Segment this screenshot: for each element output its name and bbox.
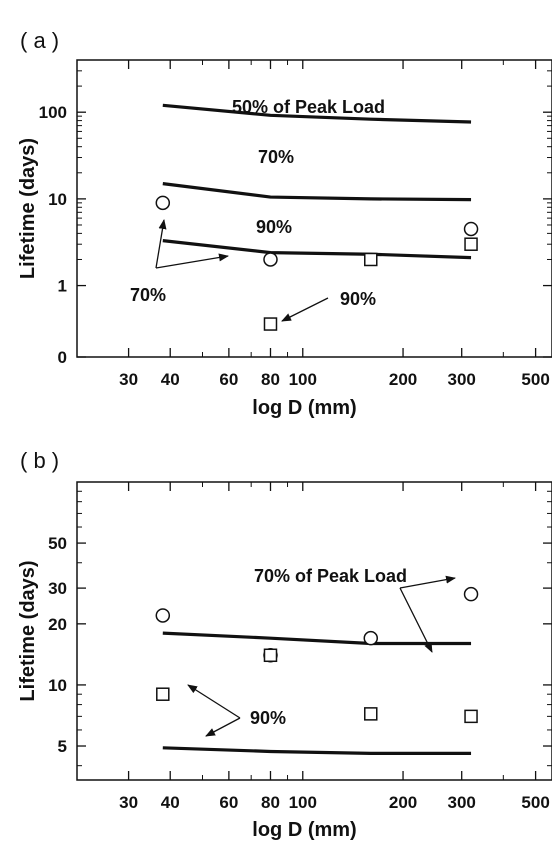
x-tick-label: 40 xyxy=(161,793,180,812)
square-marker xyxy=(464,237,478,251)
plot-frame xyxy=(76,59,552,358)
y-tick-label: 20 xyxy=(48,615,67,634)
x-axis-title: log D (mm) xyxy=(252,819,356,841)
square-marker xyxy=(364,252,378,267)
annotation-arrow xyxy=(155,219,167,269)
annotation-label: 90% xyxy=(340,289,376,309)
x-tick-label: 80 xyxy=(261,793,280,812)
y-tick-label: 50 xyxy=(48,534,67,553)
series-line xyxy=(162,103,472,124)
x-tick-label: 500 xyxy=(521,370,549,389)
y-tick-label: 30 xyxy=(48,579,67,598)
y-axis-title: Lifetime (days) xyxy=(17,138,39,279)
x-tick-label: 30 xyxy=(119,793,138,812)
panel-label: ( b ) xyxy=(20,448,59,473)
y-tick-label: 10 xyxy=(48,676,67,695)
circle-marker xyxy=(155,195,171,211)
circle-marker xyxy=(263,252,278,267)
annotation-arrow xyxy=(205,717,241,737)
x-tick-label: 200 xyxy=(389,370,417,389)
x-axis-title: log D (mm) xyxy=(252,397,356,419)
series-line xyxy=(162,631,472,646)
x-tick-label: 80 xyxy=(261,370,280,389)
y-tick-label: 0 xyxy=(58,348,67,367)
circle-marker xyxy=(463,586,479,602)
annotation-label: 90% xyxy=(256,217,292,237)
square-marker xyxy=(263,648,278,663)
series-line xyxy=(162,182,472,202)
circle-marker xyxy=(463,221,479,237)
x-tick-label: 40 xyxy=(161,370,180,389)
y-tick-label: 5 xyxy=(58,737,67,756)
annotation-label: 90% xyxy=(250,708,286,728)
y-tick-label: 1 xyxy=(58,277,67,296)
square-marker xyxy=(464,709,478,724)
square-marker xyxy=(364,707,378,721)
x-tick-label: 100 xyxy=(289,793,317,812)
annotation-arrow xyxy=(399,587,433,653)
y-tick-label: 10 xyxy=(48,190,67,209)
annotation-label: 70% xyxy=(258,147,294,167)
x-tick-label: 100 xyxy=(289,370,317,389)
x-tick-label: 200 xyxy=(389,793,417,812)
annotation-arrow xyxy=(155,253,229,269)
annotation-arrow xyxy=(187,684,241,719)
annotation-arrow xyxy=(281,297,329,322)
x-tick-label: 60 xyxy=(219,370,238,389)
series-line xyxy=(162,239,472,260)
annotation-label: 50% of Peak Load xyxy=(232,97,385,117)
circle-marker xyxy=(363,630,379,646)
square-marker xyxy=(263,317,278,331)
annotation-label: 70% xyxy=(130,285,166,305)
y-axis-title: Lifetime (days) xyxy=(17,560,39,701)
y-tick-label: 100 xyxy=(39,103,67,122)
x-tick-label: 500 xyxy=(521,793,549,812)
square-marker xyxy=(156,687,170,701)
circle-marker xyxy=(155,608,171,623)
x-tick-label: 60 xyxy=(219,793,238,812)
x-tick-label: 300 xyxy=(448,370,476,389)
panel-label: ( a ) xyxy=(20,28,59,53)
plot-frame xyxy=(76,481,552,781)
x-tick-label: 300 xyxy=(448,793,476,812)
x-tick-label: 30 xyxy=(119,370,138,389)
series-line xyxy=(162,746,472,755)
annotation-arrow xyxy=(399,575,456,589)
annotation-label: 70% of Peak Load xyxy=(254,566,407,586)
